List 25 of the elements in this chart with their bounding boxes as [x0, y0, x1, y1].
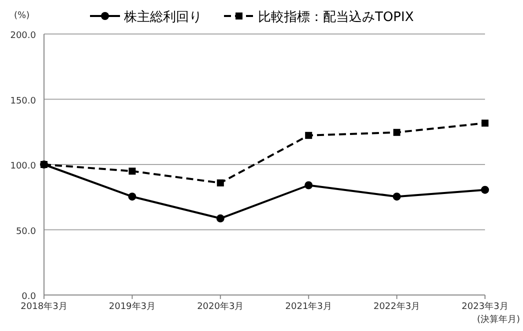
x-axis-title: (決算年月): [476, 314, 520, 325]
point: [216, 179, 224, 186]
point: [393, 128, 400, 136]
y-axis-title: (%): [14, 11, 30, 21]
point: [305, 132, 312, 139]
point: [128, 168, 136, 175]
point: [482, 120, 488, 127]
y-tick-label: 150.0: [10, 96, 36, 106]
point: [304, 181, 313, 190]
point: [128, 192, 136, 201]
x-tick-label: 2022年3月: [373, 301, 420, 312]
x-tick-label: 2019年3月: [108, 301, 156, 312]
legend-label: 株主総利回り: [123, 9, 202, 25]
y-tick-label: 50.0: [16, 226, 36, 237]
y-tick-label: 200.0: [10, 31, 36, 41]
x-tick-label: 2018年3月: [20, 301, 68, 312]
legend-label: 比較指標：配当込みTOPIX: [258, 10, 414, 25]
point: [481, 186, 489, 194]
y-tick-label: 0.0: [22, 292, 36, 302]
y-tick-label: 100.0: [10, 162, 36, 172]
point: [216, 214, 224, 222]
x-tick-label: 2020年3月: [197, 301, 244, 312]
x-tick-label: 2023年3月: [462, 301, 508, 312]
x-tick-label: 2021年3月: [285, 301, 332, 312]
point: [392, 192, 401, 201]
